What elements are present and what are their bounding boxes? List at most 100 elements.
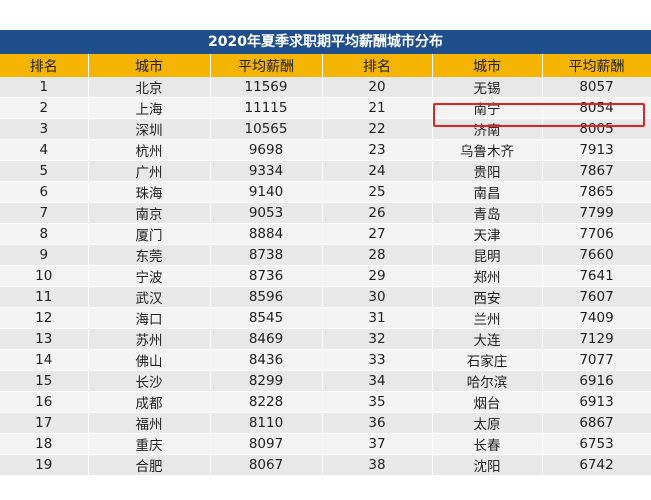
table-title: 2020年夏季求职期平均薪酬城市分布	[0, 30, 651, 54]
cell-city-right: 沈阳	[432, 454, 543, 476]
table-row: 14 佛山 8436 33 石家庄 7077	[0, 349, 651, 371]
cell-salary-left: 8228	[210, 391, 323, 413]
header-city-right: 城市	[432, 54, 543, 77]
cell-city-left: 苏州	[88, 328, 211, 350]
cell-salary-left: 9334	[210, 160, 323, 182]
header-city-left: 城市	[88, 54, 211, 77]
cell-city-left: 北京	[88, 77, 211, 98]
cell-salary-left: 10565	[210, 118, 323, 140]
cell-rank-right: 29	[322, 265, 433, 287]
table-row: 5 广州 9334 24 贵阳 7867	[0, 160, 651, 182]
cell-rank-left: 14	[0, 349, 89, 371]
salary-table-container: 2020年夏季求职期平均薪酬城市分布 排名 城市 平均薪酬 排名 城市 平均薪酬…	[0, 30, 651, 476]
table-row: 4 杭州 9698 23 乌鲁木齐 7913	[0, 139, 651, 161]
cell-salary-left: 8738	[210, 244, 323, 266]
cell-rank-left: 18	[0, 433, 89, 455]
cell-city-right: 南宁	[432, 97, 543, 119]
cell-rank-right: 26	[322, 202, 433, 224]
cell-city-left: 成都	[88, 391, 211, 413]
cell-rank-left: 3	[0, 118, 89, 140]
cell-rank-left: 11	[0, 286, 89, 308]
cell-city-right: 天津	[432, 223, 543, 245]
cell-salary-right: 7129	[542, 328, 651, 350]
cell-rank-left: 19	[0, 454, 89, 476]
cell-salary-right: 7607	[542, 286, 651, 308]
table-row: 1 北京 11569 20 无锡 8057	[0, 77, 651, 98]
cell-salary-left: 8299	[210, 370, 323, 392]
cell-salary-right: 8054	[542, 97, 651, 119]
cell-rank-right: 27	[322, 223, 433, 245]
cell-city-right: 长春	[432, 433, 543, 455]
table-row: 3 深圳 10565 22 济南 8005	[0, 118, 651, 140]
header-rank-right: 排名	[322, 54, 433, 77]
cell-rank-right: 28	[322, 244, 433, 266]
cell-salary-right: 7706	[542, 223, 651, 245]
header-row: 排名 城市 平均薪酬 排名 城市 平均薪酬	[0, 54, 651, 77]
cell-salary-right: 6913	[542, 391, 651, 413]
cell-city-left: 深圳	[88, 118, 211, 140]
cell-city-left: 南京	[88, 202, 211, 224]
cell-rank-left: 13	[0, 328, 89, 350]
cell-salary-right: 7409	[542, 307, 651, 329]
cell-salary-right: 7913	[542, 139, 651, 161]
cell-rank-left: 1	[0, 77, 89, 98]
cell-city-left: 武汉	[88, 286, 211, 308]
cell-city-right: 济南	[432, 118, 543, 140]
table-row: 9 东莞 8738 28 昆明 7660	[0, 244, 651, 266]
cell-salary-left: 8596	[210, 286, 323, 308]
cell-salary-left: 8067	[210, 454, 323, 476]
cell-rank-right: 34	[322, 370, 433, 392]
cell-city-right: 贵阳	[432, 160, 543, 182]
cell-city-left: 宁波	[88, 265, 211, 287]
table-row: 16 成都 8228 35 烟台 6913	[0, 391, 651, 413]
cell-salary-right: 7865	[542, 181, 651, 203]
cell-rank-left: 2	[0, 97, 89, 119]
cell-city-right: 哈尔滨	[432, 370, 543, 392]
cell-city-right: 南昌	[432, 181, 543, 203]
cell-city-right: 郑州	[432, 265, 543, 287]
table-row: 18 重庆 8097 37 长春 6753	[0, 433, 651, 455]
table-row: 15 长沙 8299 34 哈尔滨 6916	[0, 370, 651, 392]
cell-salary-right: 6753	[542, 433, 651, 455]
cell-city-right: 昆明	[432, 244, 543, 266]
cell-salary-left: 11569	[210, 77, 323, 98]
cell-city-right: 青岛	[432, 202, 543, 224]
cell-salary-right: 6916	[542, 370, 651, 392]
cell-rank-right: 35	[322, 391, 433, 413]
cell-rank-left: 9	[0, 244, 89, 266]
cell-city-left: 合肥	[88, 454, 211, 476]
cell-rank-right: 24	[322, 160, 433, 182]
cell-salary-right: 7867	[542, 160, 651, 182]
cell-rank-left: 7	[0, 202, 89, 224]
cell-city-left: 长沙	[88, 370, 211, 392]
cell-salary-left: 8436	[210, 349, 323, 371]
cell-city-left: 东莞	[88, 244, 211, 266]
cell-rank-right: 33	[322, 349, 433, 371]
cell-rank-left: 5	[0, 160, 89, 182]
cell-salary-left: 8097	[210, 433, 323, 455]
table-row: 13 苏州 8469 32 大连 7129	[0, 328, 651, 350]
cell-rank-left: 4	[0, 139, 89, 161]
cell-rank-left: 10	[0, 265, 89, 287]
cell-salary-left: 8545	[210, 307, 323, 329]
cell-rank-left: 12	[0, 307, 89, 329]
cell-rank-right: 36	[322, 412, 433, 434]
cell-city-left: 杭州	[88, 139, 211, 161]
cell-city-left: 广州	[88, 160, 211, 182]
cell-rank-right: 31	[322, 307, 433, 329]
cell-rank-right: 23	[322, 139, 433, 161]
table-row: 17 福州 8110 36 太原 6867	[0, 412, 651, 434]
cell-city-right: 烟台	[432, 391, 543, 413]
cell-city-right: 无锡	[432, 77, 543, 98]
cell-rank-right: 22	[322, 118, 433, 140]
cell-city-right: 西安	[432, 286, 543, 308]
table-row: 19 合肥 8067 38 沈阳 6742	[0, 454, 651, 476]
cell-rank-left: 17	[0, 412, 89, 434]
cell-salary-left: 8110	[210, 412, 323, 434]
cell-salary-right: 7660	[542, 244, 651, 266]
cell-salary-right: 8057	[542, 77, 651, 98]
table-row: 7 南京 9053 26 青岛 7799	[0, 202, 651, 224]
cell-salary-right: 6867	[542, 412, 651, 434]
table-row: 6 珠海 9140 25 南昌 7865	[0, 181, 651, 203]
table-row: 11 武汉 8596 30 西安 7607	[0, 286, 651, 308]
